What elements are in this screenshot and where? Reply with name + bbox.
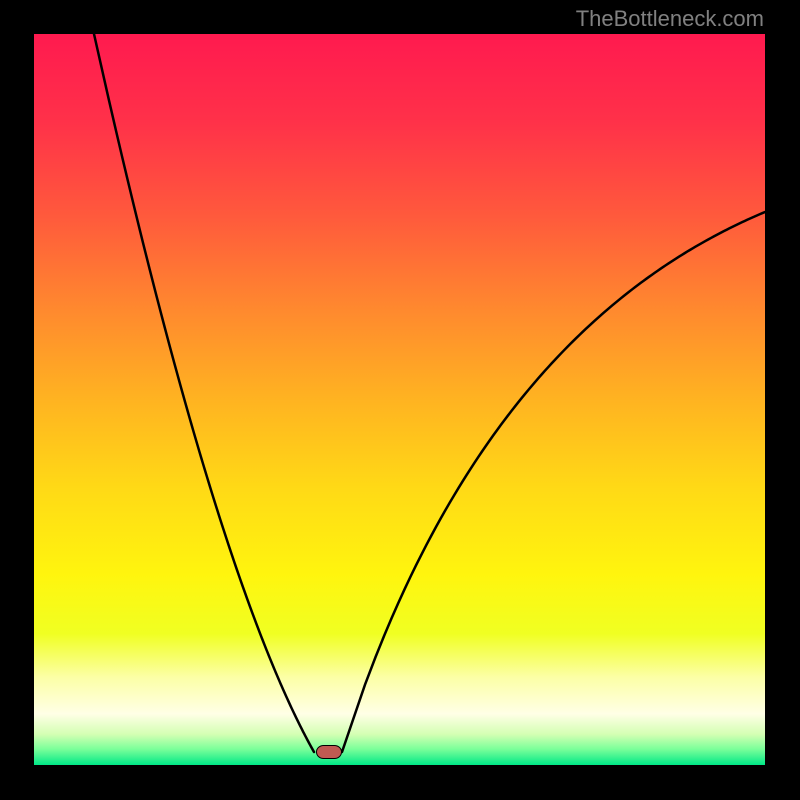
optimum-marker xyxy=(316,745,342,759)
bottleneck-curve xyxy=(34,34,765,765)
watermark-text: TheBottleneck.com xyxy=(576,6,764,32)
plot-area xyxy=(34,34,765,765)
